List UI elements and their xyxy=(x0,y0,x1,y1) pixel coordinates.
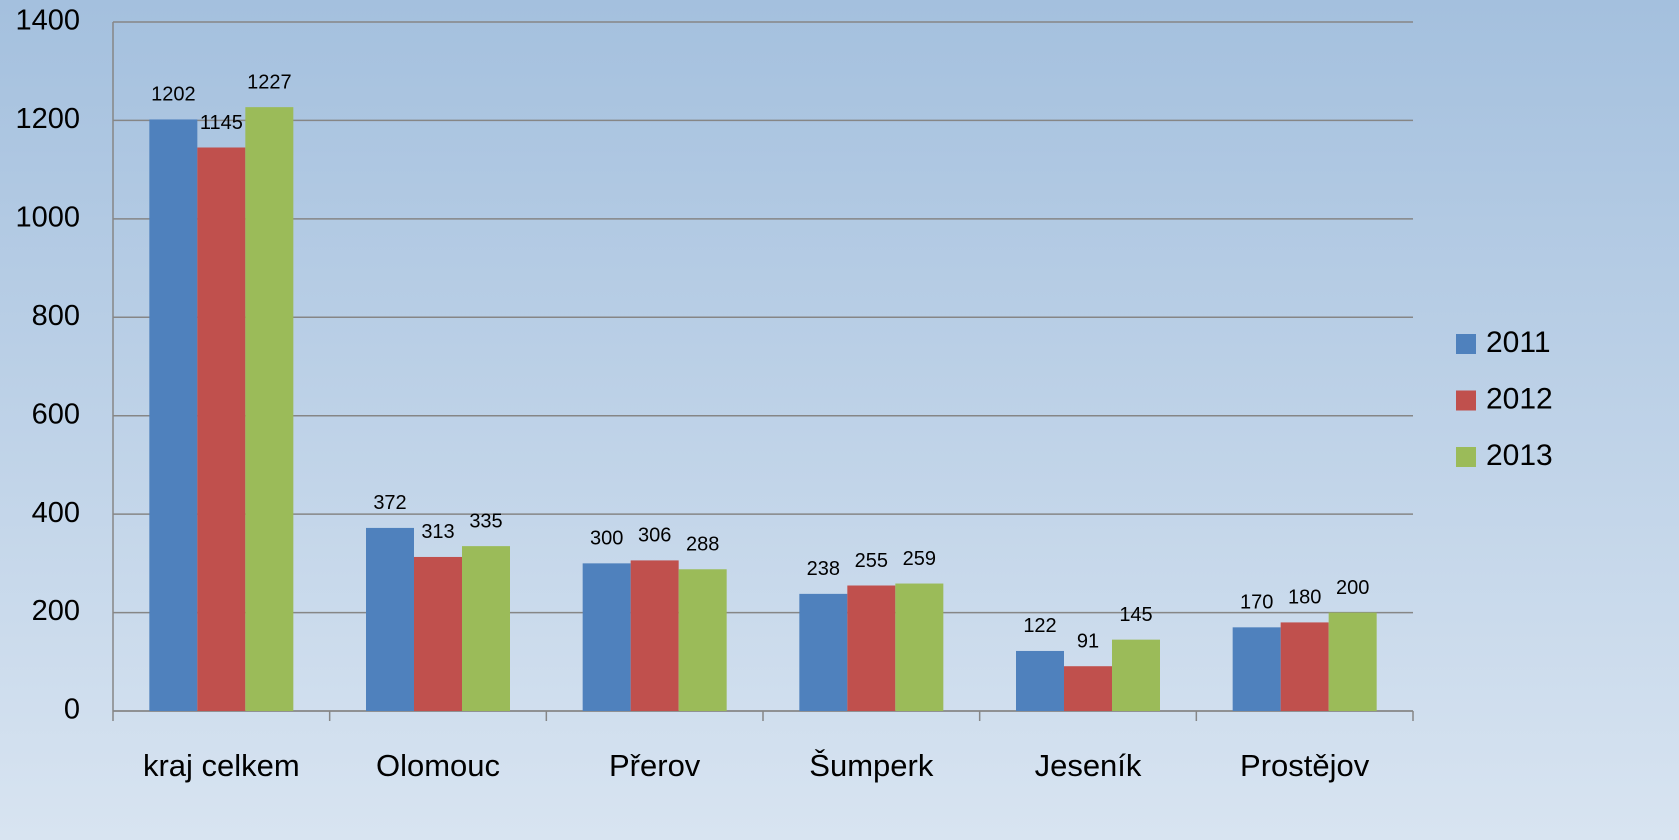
y-tick-label: 1400 xyxy=(15,5,80,37)
x-tick-label: Jeseník xyxy=(1035,748,1142,783)
data-label: 200 xyxy=(1336,577,1369,599)
legend-label: 2011 xyxy=(1486,326,1551,359)
y-tick-label: 0 xyxy=(64,694,80,726)
bar xyxy=(582,563,631,711)
x-tick-label: Olomouc xyxy=(376,748,500,783)
legend-swatch xyxy=(1456,334,1476,354)
bar xyxy=(678,569,727,711)
y-tick-label: 800 xyxy=(32,300,80,332)
y-tick-label: 1000 xyxy=(15,202,80,234)
bar xyxy=(1016,650,1064,711)
bar xyxy=(197,147,246,711)
bar xyxy=(895,583,944,711)
x-tick-label: kraj celkem xyxy=(143,748,300,783)
data-label: 1145 xyxy=(200,112,243,134)
legend-swatch xyxy=(1456,390,1476,411)
bar xyxy=(799,593,848,711)
bar xyxy=(462,546,510,711)
data-label: 170 xyxy=(1240,592,1273,614)
bar xyxy=(414,556,462,711)
y-tick-label: 1200 xyxy=(15,103,80,135)
bar xyxy=(630,560,679,711)
data-label: 122 xyxy=(1023,615,1056,637)
data-label: 306 xyxy=(638,525,671,547)
y-tick-label: 600 xyxy=(32,398,80,430)
data-label: 145 xyxy=(1119,604,1152,626)
bar xyxy=(245,107,294,711)
legend-label: 2012 xyxy=(1486,382,1553,415)
data-label: 1202 xyxy=(151,84,196,106)
data-label: 259 xyxy=(903,548,936,570)
data-label: 238 xyxy=(807,558,840,580)
data-label: 1227 xyxy=(247,71,292,93)
data-label: 372 xyxy=(373,492,406,514)
data-label: 300 xyxy=(590,528,623,550)
data-label: 335 xyxy=(469,510,502,532)
data-label: 313 xyxy=(421,521,454,543)
data-label: 288 xyxy=(686,534,719,556)
bar xyxy=(149,119,198,712)
x-tick-label: Přerov xyxy=(609,748,701,783)
x-tick-label: Prostějov xyxy=(1240,748,1370,783)
bar xyxy=(366,527,414,711)
y-tick-label: 400 xyxy=(32,497,80,529)
data-label: 180 xyxy=(1288,587,1321,609)
bar xyxy=(1328,612,1377,711)
x-tick-label: Šumperk xyxy=(809,748,934,783)
legend-label: 2013 xyxy=(1486,439,1553,472)
data-label: 91 xyxy=(1077,630,1099,652)
bar xyxy=(847,585,896,711)
bar xyxy=(1112,639,1160,711)
bar xyxy=(1232,627,1281,711)
y-tick-label: 200 xyxy=(32,595,80,627)
data-label: 255 xyxy=(855,550,888,572)
bar xyxy=(1280,622,1329,711)
bar xyxy=(1064,666,1112,711)
legend-swatch xyxy=(1456,447,1476,467)
